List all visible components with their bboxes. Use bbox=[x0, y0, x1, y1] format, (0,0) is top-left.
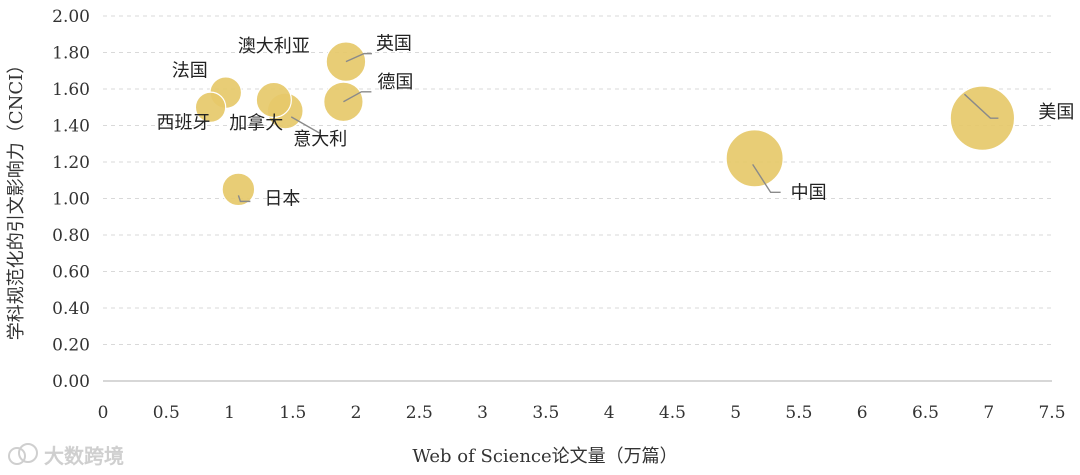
y-tick-label: 1.60 bbox=[52, 80, 90, 100]
y-tick-label: 1.40 bbox=[52, 117, 90, 137]
x-tick-label: 1.5 bbox=[279, 403, 306, 423]
point-label: 德国 bbox=[377, 72, 413, 93]
point-label: 美国 bbox=[1038, 102, 1074, 123]
y-tick-label: 1.80 bbox=[52, 44, 90, 64]
point-label: 英国 bbox=[376, 34, 412, 55]
bubble bbox=[255, 81, 292, 119]
bubbles bbox=[194, 41, 1016, 207]
leader-line bbox=[752, 163, 781, 194]
bubble bbox=[221, 172, 256, 207]
leader-line bbox=[345, 52, 372, 63]
x-tick-label: 6.5 bbox=[912, 403, 939, 423]
point-label: 法国 bbox=[172, 61, 208, 82]
x-tick-label: 3.5 bbox=[532, 403, 559, 423]
y-tick-label: 0.80 bbox=[52, 226, 90, 246]
leader-line bbox=[290, 116, 320, 134]
x-tick-label: 4.5 bbox=[659, 403, 686, 423]
point-label: 日本 bbox=[264, 188, 300, 209]
grid-lines bbox=[103, 15, 1052, 345]
leader-line bbox=[343, 91, 372, 103]
bubble bbox=[194, 91, 227, 123]
y-tick-label: 1.00 bbox=[52, 190, 90, 210]
x-tick-label: 5.5 bbox=[785, 403, 812, 423]
bubble bbox=[725, 129, 784, 188]
y-tick-label: 0.20 bbox=[52, 336, 90, 356]
point-label: 意大利 bbox=[293, 129, 347, 150]
y-axis-title: 学科规范化的引文影响力（CNCI） bbox=[6, 56, 27, 340]
bubble bbox=[949, 85, 1016, 151]
leader-line bbox=[237, 195, 251, 203]
x-tick-label: 2.5 bbox=[406, 403, 433, 423]
leader-line bbox=[963, 93, 999, 119]
y-tick-label: 2.00 bbox=[52, 7, 90, 27]
point-label: 西班牙 bbox=[157, 112, 211, 133]
leader-lines bbox=[237, 52, 999, 203]
watermark: 大数跨境 bbox=[8, 440, 124, 469]
x-tick-label: 4 bbox=[604, 403, 615, 423]
point-label: 加拿大 bbox=[229, 112, 283, 134]
watermark-logo-icon bbox=[8, 442, 38, 467]
x-tick-label: 3 bbox=[477, 403, 488, 423]
y-tick-label: 1.20 bbox=[52, 153, 90, 173]
point-label: 中国 bbox=[791, 182, 827, 203]
x-tick-label: 0.5 bbox=[153, 403, 180, 423]
x-tick-label: 0 bbox=[98, 403, 109, 423]
y-tick-label: 0.60 bbox=[52, 263, 90, 283]
x-tick-label: 7.5 bbox=[1038, 403, 1065, 423]
y-tick-label: 0.40 bbox=[52, 299, 90, 319]
y-tick-label: 0.00 bbox=[52, 372, 90, 392]
axes: 0.00 0.20 0.40 0.60 0.80 1.00 1.20 1.40 1.60 1.80… bbox=[52, 7, 1065, 423]
x-axis-title: Web of Science论文量（万篇） bbox=[412, 446, 677, 467]
x-tick-label: 1 bbox=[224, 403, 235, 423]
watermark-text: 大数跨境 bbox=[44, 444, 124, 468]
x-tick-label: 6 bbox=[857, 403, 868, 423]
point-label: 澳大利亚 bbox=[238, 36, 310, 57]
x-tick-label: 5 bbox=[730, 403, 741, 423]
x-tick-label: 7 bbox=[983, 403, 994, 423]
x-tick-label: 2 bbox=[351, 403, 362, 423]
